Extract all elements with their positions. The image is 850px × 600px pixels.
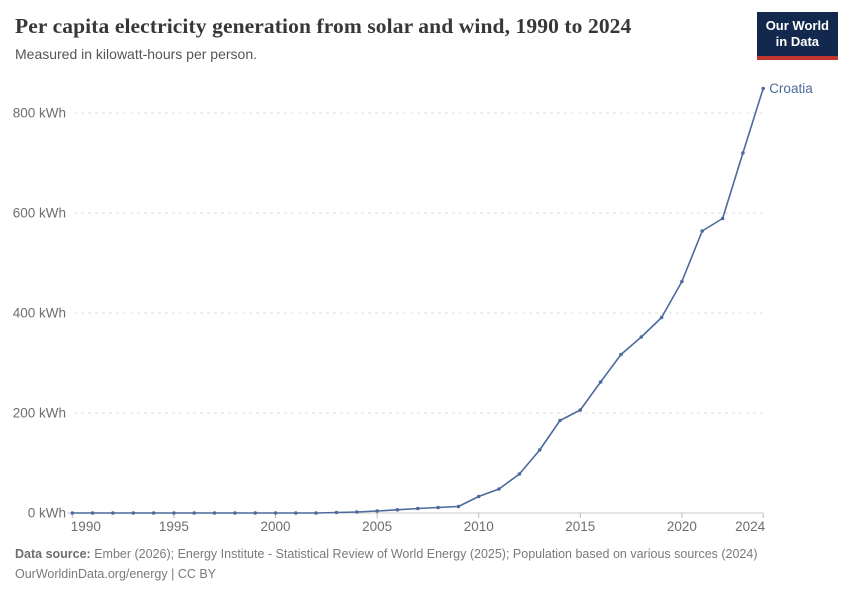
y-tick-label-0: 0 kWh [28,506,66,521]
data-point-croatia-1999 [253,511,257,515]
data-point-croatia-2024 [761,86,765,91]
data-point-croatia-2018 [639,335,644,339]
data-point-croatia-2006 [395,508,400,512]
x-tick-label-2010: 2010 [464,519,494,534]
line-chart: 0 kWh 200 kWh 400 kWh 600 kWh 800 kWh 1990 199… [13,81,813,534]
data-point-croatia-1990 [70,511,75,515]
data-point-croatia-2000 [273,511,278,515]
data-source-line: Data source: Ember (2026); Energy Instit… [15,544,835,564]
data-point-croatia-1997 [212,511,217,515]
data-point-croatia-2023 [741,151,745,155]
data-point-croatia-2010 [476,494,481,499]
x-tick-label-1990: 1990 [71,519,101,534]
data-point-croatia-2004 [355,510,359,514]
chart-footer: Data source: Ember (2026); Energy Instit… [15,544,835,584]
data-source-text: Ember (2026); Energy Institute - Statist… [90,547,758,561]
data-point-croatia-2016 [598,380,603,384]
data-line-croatia [72,88,764,514]
data-point-croatia-1991 [90,511,95,515]
data-point-croatia-2003 [334,510,339,515]
data-point-croatia-2009 [456,504,461,509]
data-point-croatia-1996 [192,511,196,515]
data-point-croatia-2017 [619,352,623,357]
data-point-croatia-1995 [172,511,176,515]
owid-logo-line2: in Data [775,34,820,50]
x-tick-label-2020: 2020 [667,519,697,534]
series-end-label-croatia: Croatia [769,81,813,96]
owid-logo-line1: Our World [765,18,829,33]
x-tick-label-2000: 2000 [260,519,290,534]
data-point-croatia-2007 [416,506,420,511]
x-tick-label-1995: 1995 [159,519,189,534]
owid-url-link[interactable]: OurWorldinData.org/energy [15,567,168,581]
data-point-croatia-2002 [314,511,318,515]
data-point-croatia-2001 [294,511,298,515]
owid-logo[interactable]: Our World in Data [756,12,838,60]
x-tick-label-2005: 2005 [362,519,392,534]
x-tick-label-2024: 2024 [735,519,766,534]
data-point-croatia-2020 [680,279,684,284]
y-tick-label-400: 400 kWh [13,306,66,321]
data-point-croatia-2014 [558,418,562,423]
data-point-croatia-1992 [111,511,115,515]
y-tick-label-600: 600 kWh [13,206,66,221]
y-tick-label-800: 800 kWh [13,106,66,121]
data-point-croatia-1998 [233,511,237,515]
data-point-croatia-2012 [517,472,522,476]
data-source-label: Data source: [15,547,91,561]
data-point-croatia-2005 [375,509,379,513]
y-tick-label-200: 200 kWh [13,406,66,421]
license-text: | CC BY [167,567,217,581]
license-line: OurWorldinData.org/energy | CC BY [15,564,835,584]
data-point-croatia-1994 [151,511,156,515]
data-point-croatia-2008 [436,505,440,510]
data-point-croatia-2022 [720,216,725,221]
data-point-croatia-2013 [537,448,542,452]
data-point-croatia-2019 [659,315,664,320]
x-tick-label-2015: 2015 [565,519,595,534]
chart-subtitle: Measured in kilowatt-hours per person. [15,46,258,62]
page-title: Per capita electricity generation from s… [15,14,632,38]
data-point-croatia-2015 [578,408,583,412]
data-point-croatia-2021 [700,229,704,233]
data-point-croatia-2011 [497,487,501,491]
data-point-croatia-1993 [131,511,136,515]
